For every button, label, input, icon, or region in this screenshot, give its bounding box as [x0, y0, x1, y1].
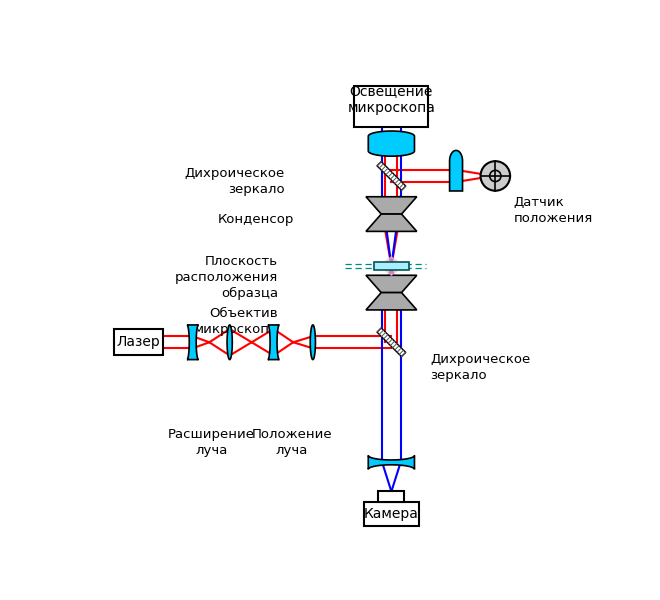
Polygon shape [187, 325, 199, 359]
Polygon shape [366, 197, 417, 214]
Polygon shape [368, 455, 414, 469]
FancyBboxPatch shape [378, 491, 405, 502]
Text: Плоскость
расположения
образца: Плоскость расположения образца [175, 255, 279, 300]
Text: Лазер: Лазер [117, 335, 160, 349]
Polygon shape [366, 214, 417, 232]
Circle shape [480, 161, 510, 191]
Text: Положение
луча: Положение луча [251, 428, 333, 457]
Polygon shape [380, 257, 403, 275]
Text: Конденсор: Конденсор [218, 214, 294, 226]
Text: Дихроическое
зеркало: Дихроическое зеркало [185, 167, 285, 196]
Text: Камера: Камера [364, 506, 419, 521]
Polygon shape [449, 151, 463, 191]
Polygon shape [227, 325, 232, 359]
Polygon shape [368, 131, 414, 156]
Polygon shape [268, 325, 279, 359]
Polygon shape [310, 325, 315, 359]
FancyBboxPatch shape [364, 502, 419, 526]
FancyBboxPatch shape [374, 262, 409, 270]
Text: Освещение
микроскопа: Освещение микроскопа [347, 84, 436, 115]
Polygon shape [377, 161, 406, 190]
Polygon shape [366, 293, 417, 310]
Polygon shape [377, 328, 406, 356]
Text: Расширение
луча: Расширение луча [168, 428, 255, 457]
Text: Объектив
микроскопа: Объектив микроскопа [194, 307, 279, 336]
FancyBboxPatch shape [354, 86, 428, 127]
FancyBboxPatch shape [114, 329, 163, 355]
Polygon shape [366, 275, 417, 293]
Text: Дихроическое
зеркало: Дихроическое зеркало [430, 353, 531, 382]
Text: Датчик
положения: Датчик положения [514, 196, 593, 225]
